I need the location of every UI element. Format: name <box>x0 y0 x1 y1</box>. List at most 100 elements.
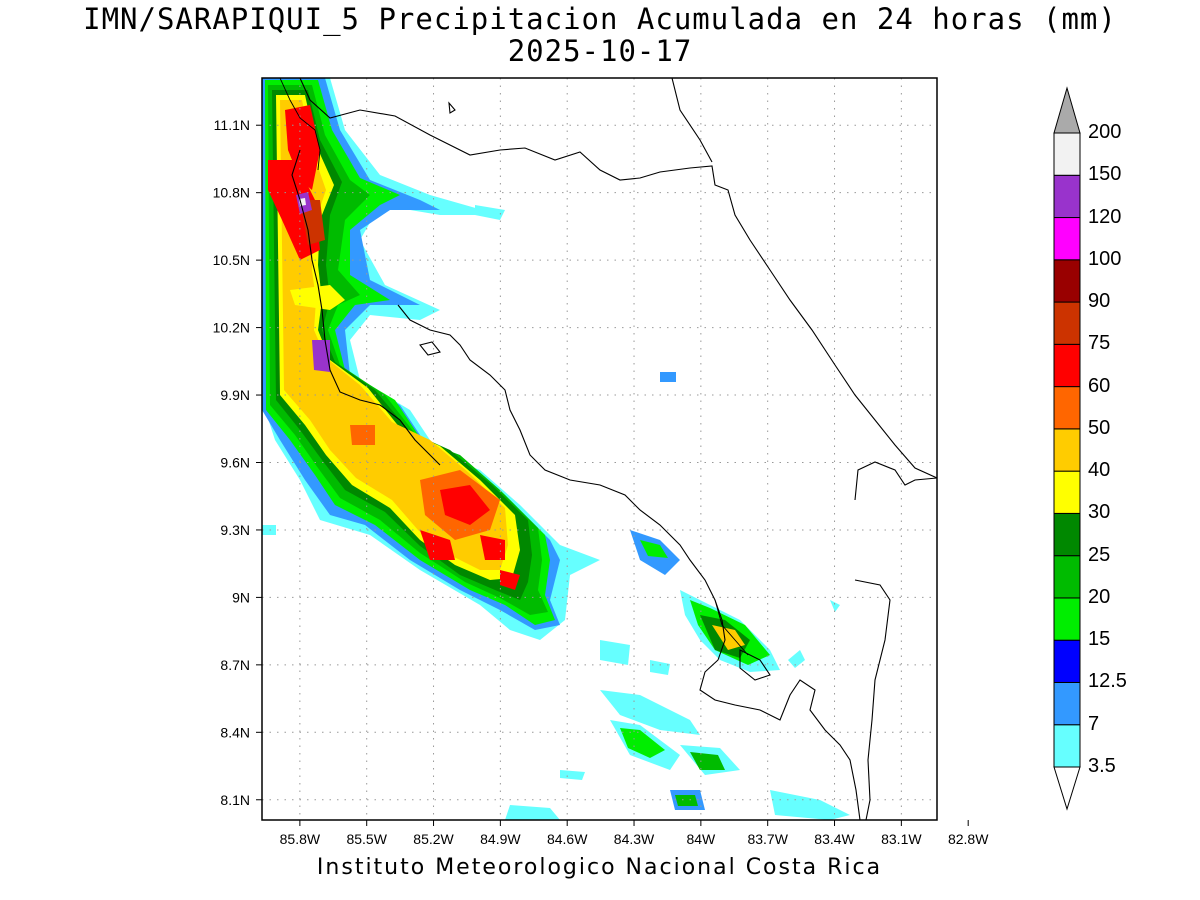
rain-contour <box>285 105 320 190</box>
rain-contour <box>712 625 745 650</box>
colorbar-max-triangle <box>1053 86 1081 134</box>
coastline-gulf-nicoya <box>397 304 861 820</box>
colorbar-swatch <box>1053 174 1081 219</box>
colorbar-swatch <box>1053 428 1081 472</box>
y-tick-label: 10.8N <box>213 185 250 201</box>
colorbar-swatch <box>1053 470 1081 514</box>
y-tick-label: 9N <box>232 589 250 605</box>
border-cr-pan <box>714 599 749 656</box>
colorbar-swatch <box>1053 639 1081 683</box>
colorbar-label: 200 <box>1088 121 1122 143</box>
x-tick-label: 83.1W <box>881 831 922 847</box>
coastline-burica <box>854 579 891 820</box>
rain-contour <box>675 795 698 806</box>
rain-contour <box>262 525 276 535</box>
rain-contour <box>600 640 630 665</box>
x-axis-ticks: 85.8W 85.5W 85.2W 84.9W 84.6W 84.3W 84W 83.7W 83… <box>280 820 989 847</box>
coastline-pacific-nicoya <box>291 149 441 466</box>
map-frame <box>261 77 938 821</box>
rain-contour <box>280 100 508 570</box>
x-tick-label: 85.5W <box>346 831 387 847</box>
rain-contour <box>350 425 375 445</box>
coastline-lake <box>671 78 713 163</box>
x-tick-label: 83.7W <box>747 831 788 847</box>
rain-contour <box>660 372 676 382</box>
rain-contour <box>440 485 490 525</box>
coastline-island-north <box>448 101 456 114</box>
rain-contour <box>290 285 345 310</box>
colorbar-swatch <box>1053 386 1081 430</box>
colorbar-label: 120 <box>1088 205 1122 228</box>
colorbar-swatch <box>1053 343 1081 388</box>
rain-contour <box>505 805 560 820</box>
rain-contour <box>475 205 505 220</box>
x-tick-label: 83.4W <box>814 831 855 847</box>
colorbar-swatch <box>1053 597 1081 641</box>
rain-contour <box>788 650 805 668</box>
x-tick-label: 85.2W <box>413 831 454 847</box>
footer-credit: Instituto Meteorologico Nacional Costa R… <box>316 855 883 880</box>
colorbar-label: 150 <box>1088 163 1122 186</box>
colorbar-swatch <box>1053 217 1081 261</box>
y-tick-label: 9.3N <box>220 522 250 538</box>
colorbar-label: 15 <box>1088 628 1111 651</box>
colorbar-label: 40 <box>1088 459 1111 482</box>
rain-contour <box>480 535 505 560</box>
y-tick-label: 10.2N <box>213 320 250 336</box>
colorbar <box>1053 86 1081 811</box>
colorbar-label: 90 <box>1088 290 1111 313</box>
colorbar-label: 30 <box>1088 501 1111 524</box>
rain-contour <box>830 600 840 612</box>
map-date: 2025-10-17 <box>507 34 693 68</box>
x-tick-label: 84.3W <box>614 831 655 847</box>
y-tick-label: 8.1N <box>220 792 250 808</box>
colorbar-swatch <box>1053 724 1081 768</box>
border-nic-cr <box>279 78 321 171</box>
coastline-panama <box>854 461 937 501</box>
x-tick-label: 84W <box>686 831 716 847</box>
coastline-north <box>299 78 937 479</box>
rain-contour <box>650 660 670 675</box>
rain-contour <box>640 540 668 558</box>
map-gridlines <box>262 78 937 820</box>
x-tick-label: 84.6W <box>547 831 588 847</box>
rain-contour <box>620 728 665 758</box>
y-axis-ticks: 11.1N 10.8N 10.5N 10.2N 9.9N 9.6N 9.3N 9N 8.7N 8.… <box>213 117 262 808</box>
colorbar-swatch <box>1053 555 1081 599</box>
coastline-peninsula-osa <box>739 649 771 681</box>
country-borders <box>279 78 749 656</box>
colorbar-label: 100 <box>1088 247 1122 270</box>
rain-contour <box>600 690 700 735</box>
colorbar-label: 20 <box>1088 585 1111 608</box>
y-tick-label: 8.4N <box>220 724 250 740</box>
coastlines <box>291 78 937 820</box>
colorbar-swatch <box>1053 132 1081 176</box>
y-tick-label: 10.5N <box>213 252 250 268</box>
y-tick-label: 9.9N <box>220 387 250 403</box>
colorbar-label: 3.5 <box>1088 755 1116 777</box>
rain-contour <box>420 530 455 560</box>
colorbar-swatch <box>1053 301 1081 345</box>
colorbar-label: 7 <box>1088 712 1100 735</box>
x-tick-label: 85.8W <box>280 831 321 847</box>
colorbar-swatch <box>1053 512 1081 557</box>
colorbar-label: 60 <box>1088 374 1111 397</box>
map-title: IMN/SARAPIQUI_5 Precipitacion Acumulada … <box>83 2 1117 36</box>
y-tick-label: 8.7N <box>220 657 250 673</box>
colorbar-label: 12.5 <box>1088 670 1127 693</box>
y-tick-label: 11.1N <box>214 117 250 133</box>
rain-field <box>262 78 850 820</box>
colorbar-swatch <box>1053 681 1081 726</box>
map-area <box>262 78 937 820</box>
colorbar-label: 75 <box>1088 332 1111 355</box>
y-tick-label: 9.6N <box>220 454 250 470</box>
rain-contour <box>500 570 520 590</box>
x-tick-label: 84.9W <box>480 831 521 847</box>
rain-contour <box>690 752 725 770</box>
coastline-island <box>419 341 441 356</box>
colorbar-label: 25 <box>1088 543 1111 566</box>
rain-contour <box>770 790 850 820</box>
colorbar-swatch <box>1053 259 1081 303</box>
rain-contour <box>276 95 520 580</box>
